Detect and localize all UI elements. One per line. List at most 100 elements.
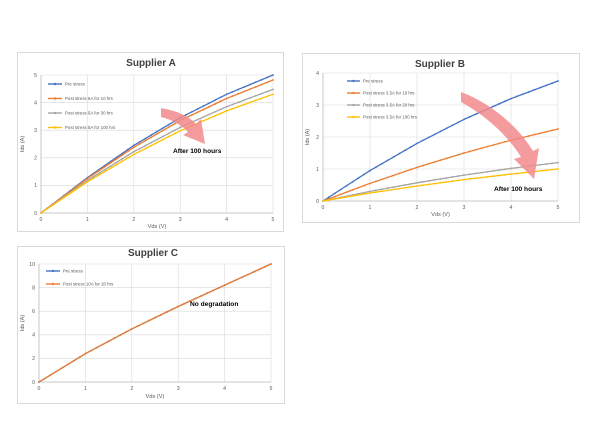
series-point-2 [439, 178, 442, 180]
series-point-3 [260, 97, 263, 100]
series-point-0 [510, 97, 512, 100]
legend-label: Pre stress [63, 269, 84, 274]
series-point-1 [103, 165, 106, 168]
series-point-1 [154, 316, 156, 319]
series-point-3 [103, 170, 106, 173]
series-point-1 [86, 177, 89, 180]
series-point-3 [214, 114, 216, 117]
series-point-3 [98, 174, 100, 176]
series-point-0 [457, 121, 459, 124]
series-point-0 [516, 95, 518, 98]
series-point-1 [231, 95, 234, 97]
series-point-1 [392, 174, 395, 177]
legend-marker [53, 111, 57, 115]
series-point-2 [474, 172, 477, 175]
series-point-2 [132, 150, 135, 153]
x-tick-label: 3 [463, 205, 466, 211]
x-tick-label: 0 [322, 205, 325, 211]
series-point-1 [67, 363, 69, 366]
series-point-1 [266, 81, 269, 84]
y-tick-label: 8 [32, 285, 35, 291]
series-point-3 [480, 176, 483, 179]
series-point-2 [98, 172, 100, 175]
series-point-3 [422, 184, 424, 187]
series-point-3 [266, 95, 269, 98]
y-tick-label: 10 [29, 262, 35, 268]
series-point-0 [196, 108, 199, 110]
series-point-3 [463, 178, 465, 181]
series-point-1 [208, 105, 211, 108]
series-point-3 [551, 168, 553, 171]
series-point-0 [345, 184, 348, 187]
y-tick-label: 3 [34, 128, 37, 134]
series-point-1 [49, 374, 52, 376]
series-point-1 [214, 103, 216, 105]
series-point-0 [138, 141, 141, 143]
series-point-0 [328, 196, 330, 199]
series-point-0 [404, 149, 407, 152]
series-point-3 [445, 181, 448, 183]
series-point-1 [260, 83, 263, 86]
x-tick-label: 3 [177, 386, 180, 392]
series-point-3 [404, 186, 407, 189]
series-point-0 [237, 88, 240, 91]
series-point-0 [185, 113, 187, 116]
series-point-1 [498, 142, 501, 145]
series-point-0 [422, 139, 424, 142]
series-point-0 [351, 181, 354, 183]
series-point-0 [339, 188, 342, 191]
series-point-1 [188, 300, 191, 303]
series-point-3 [474, 177, 477, 180]
series-point-2 [551, 162, 553, 165]
series-point-1 [457, 153, 459, 156]
series-point-0 [333, 192, 336, 195]
series-point-2 [167, 132, 170, 135]
series-point-2 [243, 99, 245, 102]
series-point-2 [266, 90, 269, 93]
series-point-3 [345, 196, 348, 198]
series-point-1 [416, 166, 418, 169]
series-point-2 [510, 167, 512, 170]
legend-marker [51, 282, 55, 286]
series-point-3 [57, 200, 60, 203]
series-point-3 [504, 173, 506, 176]
y-tick-label: 4 [34, 100, 37, 106]
series-point-2 [398, 185, 401, 187]
series-point-0 [504, 100, 506, 103]
series-point-3 [427, 183, 430, 186]
series-point-2 [480, 171, 483, 174]
series-point-2 [196, 118, 199, 121]
series-point-0 [474, 113, 477, 116]
series-point-1 [345, 191, 348, 194]
series-point-3 [451, 180, 454, 183]
series-point-1 [439, 159, 442, 162]
series-point-3 [539, 170, 542, 172]
series-point-1 [451, 155, 454, 158]
series-point-3 [115, 163, 118, 166]
series-point-2 [138, 147, 141, 150]
chart-title: Supplier B [415, 59, 465, 70]
series-point-1 [183, 302, 185, 305]
series-point-2 [445, 177, 448, 179]
series-point-1 [258, 268, 261, 271]
series-point-0 [427, 136, 430, 139]
legend-label: Pre stress [363, 79, 384, 84]
series-point-1 [90, 349, 93, 352]
series-point-0 [521, 93, 524, 96]
series-point-3 [138, 150, 141, 153]
series-point-1 [196, 111, 199, 114]
series-point-0 [451, 124, 454, 127]
legend-marker [53, 126, 57, 129]
series-point-0 [208, 102, 211, 104]
x-tick-label: 5 [270, 386, 273, 392]
legend-marker [53, 82, 57, 86]
chart-title: Supplier A [126, 58, 176, 69]
x-tick-label: 0 [38, 386, 41, 392]
series-point-1 [127, 150, 129, 153]
series-point-1 [156, 133, 158, 135]
series-point-1 [132, 146, 135, 149]
series-point-1 [194, 297, 197, 300]
series-point-3 [457, 179, 459, 182]
series-point-3 [80, 184, 83, 187]
y-tick-label: 2 [32, 356, 35, 362]
